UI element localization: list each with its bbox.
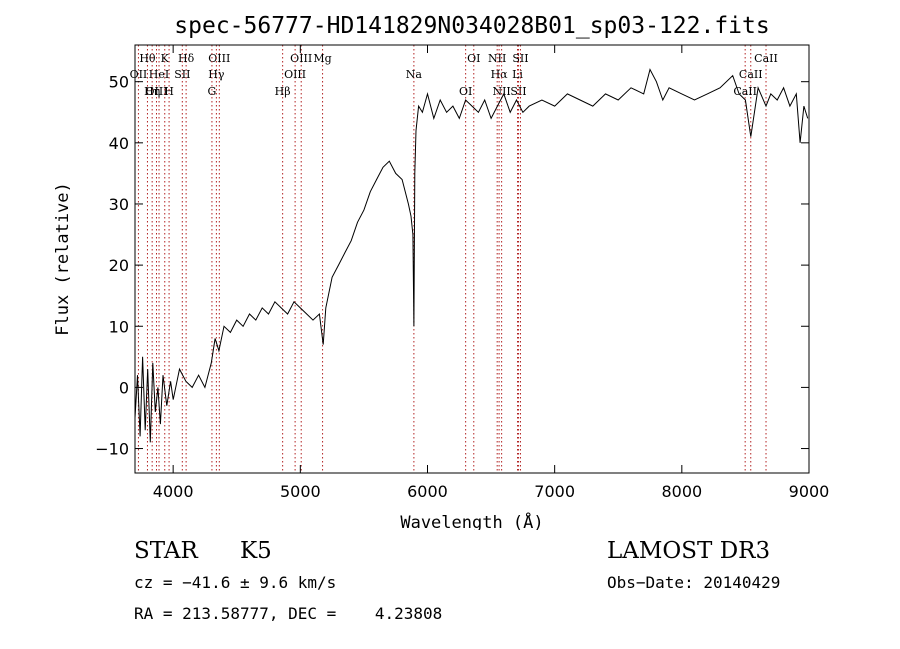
line-marker-label: OI <box>459 85 472 98</box>
line-marker-label: Na <box>406 68 423 81</box>
line-marker-label: OIII <box>145 85 167 98</box>
redshift-velocity: cz = −41.6 ± 9.6 km/s <box>134 573 337 592</box>
line-marker-label: SII <box>510 85 526 98</box>
object-subclass: K5 <box>240 538 272 564</box>
spectrum-chart: spec-56777-HD141829N034028B01_sp03-122.f… <box>53 13 830 530</box>
x-tick-label: 9000 <box>789 482 830 501</box>
line-marker-label: Hθ <box>139 52 156 65</box>
y-axis-label: Flux (relative) <box>53 182 73 336</box>
coordinates: RA = 213.58777, DEC = 4.23808 <box>134 604 443 623</box>
line-marker-label: Hγ <box>208 68 225 81</box>
line-marker-label: Li <box>512 68 523 81</box>
line-marker-label: OIII <box>290 52 312 65</box>
line-marker-label: CaII <box>733 85 757 98</box>
x-tick-label: 7000 <box>534 482 575 501</box>
y-tick-label: 40 <box>109 134 129 153</box>
line-marker-label: CaII <box>754 52 778 65</box>
line-marker-label: Hα <box>491 68 509 81</box>
spectral-line-markers: HθOIIOIIIKHeIHηHδSIIHOIIIHγGOIIIOIIIHβMg… <box>130 45 778 473</box>
line-marker-label: Hδ <box>178 52 195 65</box>
line-marker-label: H <box>164 85 174 98</box>
line-marker-label: G <box>208 85 217 98</box>
line-marker-label: NII <box>492 85 510 98</box>
y-tick-label: −10 <box>95 440 129 459</box>
spectrum-line <box>134 68 809 443</box>
line-marker-label: OII <box>130 68 148 81</box>
line-marker-label: HeI <box>149 68 169 81</box>
x-tick-label: 5000 <box>280 482 321 501</box>
y-tick-label: 0 <box>119 378 129 397</box>
survey-name: LAMOST DR3 <box>607 538 771 564</box>
line-marker-label: Hη <box>144 85 160 98</box>
line-marker-label: OIII <box>284 68 306 81</box>
y-tick-label: 50 <box>109 73 129 92</box>
x-tick-label: 6000 <box>407 482 448 501</box>
spectrum-series <box>134 68 809 443</box>
line-marker-label: SII <box>512 52 528 65</box>
line-marker-label: SII <box>174 68 190 81</box>
chart-title: spec-56777-HD141829N034028B01_sp03-122.f… <box>174 13 769 39</box>
x-tick-label: 4000 <box>153 482 194 501</box>
x-axis-ticks: 4000 5000 6000 7000 8000 9000 <box>153 45 830 501</box>
observation-date: Obs−Date: 20140429 <box>607 573 781 592</box>
object-class: STAR <box>134 538 198 564</box>
x-axis-label: Wavelength (Å) <box>400 511 543 530</box>
line-marker-label: CaII <box>739 68 763 81</box>
y-tick-label: 20 <box>109 256 129 275</box>
line-marker-label: Mg <box>313 52 331 65</box>
line-marker-label: Hβ <box>275 85 291 98</box>
x-tick-label: 8000 <box>661 482 702 501</box>
line-marker-label: K <box>161 52 170 65</box>
line-marker-label: NII <box>488 52 506 65</box>
plot-frame <box>134 44 810 474</box>
line-marker-label: OIII <box>208 52 230 65</box>
y-axis-ticks: −10 0 10 20 30 40 50 <box>95 73 809 459</box>
y-tick-label: 10 <box>109 317 129 336</box>
y-tick-label: 30 <box>109 195 129 214</box>
line-marker-label: OI <box>467 52 480 65</box>
